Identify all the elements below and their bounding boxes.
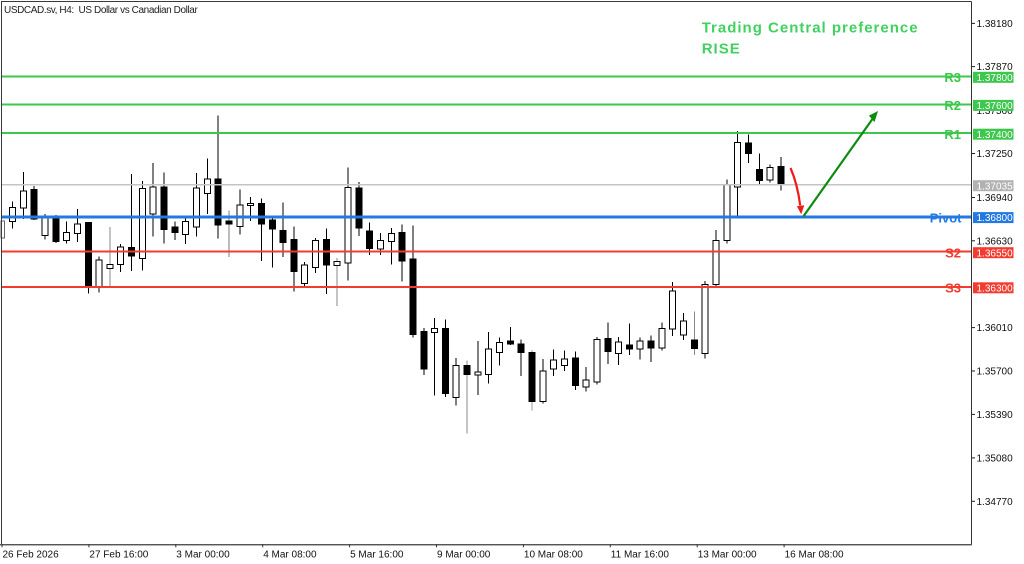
svg-text:1.36800: 1.36800 <box>977 213 1014 224</box>
svg-text:R1: R1 <box>944 127 961 142</box>
svg-text:10 Mar 08:00: 10 Mar 08:00 <box>524 550 583 561</box>
svg-text:1.36630: 1.36630 <box>977 236 1014 247</box>
svg-text:1.37035: 1.37035 <box>977 181 1014 192</box>
svg-text:1.35700: 1.35700 <box>977 367 1014 378</box>
svg-text:Trading Central preference: Trading Central preference <box>702 19 919 36</box>
svg-text:S3: S3 <box>945 281 961 296</box>
svg-text:9 Mar 00:00: 9 Mar 00:00 <box>437 550 491 561</box>
svg-text:1.35390: 1.35390 <box>977 410 1014 421</box>
svg-text:27 Feb 16:00: 27 Feb 16:00 <box>89 550 148 561</box>
svg-text:1.36300: 1.36300 <box>977 283 1014 294</box>
svg-text:1.35080: 1.35080 <box>977 454 1014 465</box>
svg-text:26 Feb 2026: 26 Feb 2026 <box>3 550 60 561</box>
svg-text:16 Mar 08:00: 16 Mar 08:00 <box>785 550 844 561</box>
svg-text:11 Mar 16:00: 11 Mar 16:00 <box>611 550 670 561</box>
svg-text:5 Mar 16:00: 5 Mar 16:00 <box>350 550 404 561</box>
svg-text:1.34770: 1.34770 <box>977 497 1014 508</box>
svg-text:1.36550: 1.36550 <box>977 248 1014 259</box>
svg-text:R3: R3 <box>944 70 961 85</box>
svg-text:RISE: RISE <box>702 40 741 57</box>
svg-text:1.36940: 1.36940 <box>977 193 1014 204</box>
svg-text:Pivot: Pivot <box>930 210 962 225</box>
svg-text:1.37800: 1.37800 <box>977 73 1014 84</box>
svg-text:1.37250: 1.37250 <box>977 149 1014 160</box>
svg-text:S2: S2 <box>945 245 961 260</box>
svg-text:1.37600: 1.37600 <box>977 101 1014 112</box>
svg-text:1.36010: 1.36010 <box>977 323 1014 334</box>
svg-text:1.37560: 1.37560 <box>977 106 1014 117</box>
svg-text:1.37870: 1.37870 <box>977 62 1014 73</box>
svg-text:1.38180: 1.38180 <box>977 19 1014 30</box>
svg-text:1.37400: 1.37400 <box>977 130 1014 141</box>
svg-text:3 Mar 00:00: 3 Mar 00:00 <box>176 550 230 561</box>
svg-text:R2: R2 <box>944 98 961 113</box>
svg-text:USDCAD.sv, H4: US Dollar vs C: USDCAD.sv, H4: US Dollar vs Canadian Dol… <box>4 5 198 16</box>
svg-text:13 Mar 00:00: 13 Mar 00:00 <box>698 550 757 561</box>
svg-text:4 Mar 08:00: 4 Mar 08:00 <box>263 550 317 561</box>
